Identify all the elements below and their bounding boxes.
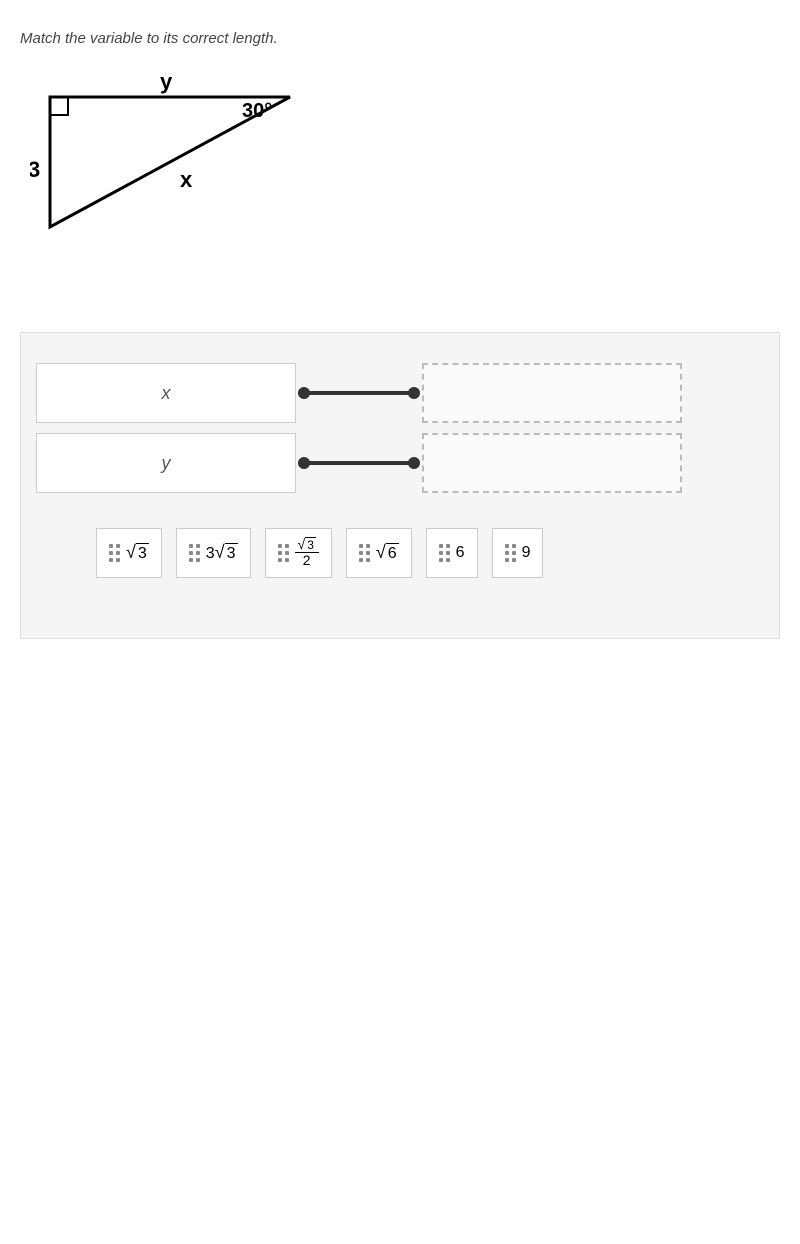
answer-chips: √3 3√3 √3 2 √6 (36, 528, 764, 578)
drag-grip-icon (359, 544, 370, 562)
label-angle: 30° (242, 100, 272, 122)
connector-x (304, 391, 414, 395)
drag-grip-icon (278, 544, 289, 562)
chip-sqrt6[interactable]: √6 (346, 528, 412, 578)
chip-value: 3√3 (206, 543, 238, 563)
instruction-text: Match the variable to its correct length… (20, 30, 780, 47)
chip-3sqrt3[interactable]: 3√3 (176, 528, 251, 578)
connector-y (304, 461, 414, 465)
match-label-x: x (36, 363, 296, 423)
match-row-y: y (36, 433, 764, 493)
chip-value: 9 (522, 544, 531, 562)
chip-value: 6 (456, 544, 465, 562)
chip-value: √3 (126, 543, 149, 563)
label-y: y (160, 77, 173, 94)
triangle-figure: y x 3 30° (30, 77, 780, 282)
worksheet-page: Match the variable to its correct length… (0, 0, 800, 1244)
match-area: x y √3 3√3 (20, 332, 780, 639)
drag-grip-icon (189, 544, 200, 562)
drop-zone-x[interactable] (422, 363, 682, 423)
label-3: 3 (30, 157, 40, 182)
chip-sqrt3-over-2[interactable]: √3 2 (265, 528, 332, 578)
chip-6[interactable]: 6 (426, 528, 478, 578)
chip-9[interactable]: 9 (492, 528, 544, 578)
drop-zone-y[interactable] (422, 433, 682, 493)
chip-sqrt3[interactable]: √3 (96, 528, 162, 578)
chip-value: √3 2 (295, 537, 319, 569)
drag-grip-icon (109, 544, 120, 562)
drag-grip-icon (505, 544, 516, 562)
label-x: x (180, 167, 193, 192)
match-row-x: x (36, 363, 764, 423)
match-label-y: y (36, 433, 296, 493)
triangle-svg: y x 3 30° (30, 77, 330, 277)
right-angle-marker (50, 97, 68, 115)
drag-grip-icon (439, 544, 450, 562)
chip-value: √6 (376, 543, 399, 563)
